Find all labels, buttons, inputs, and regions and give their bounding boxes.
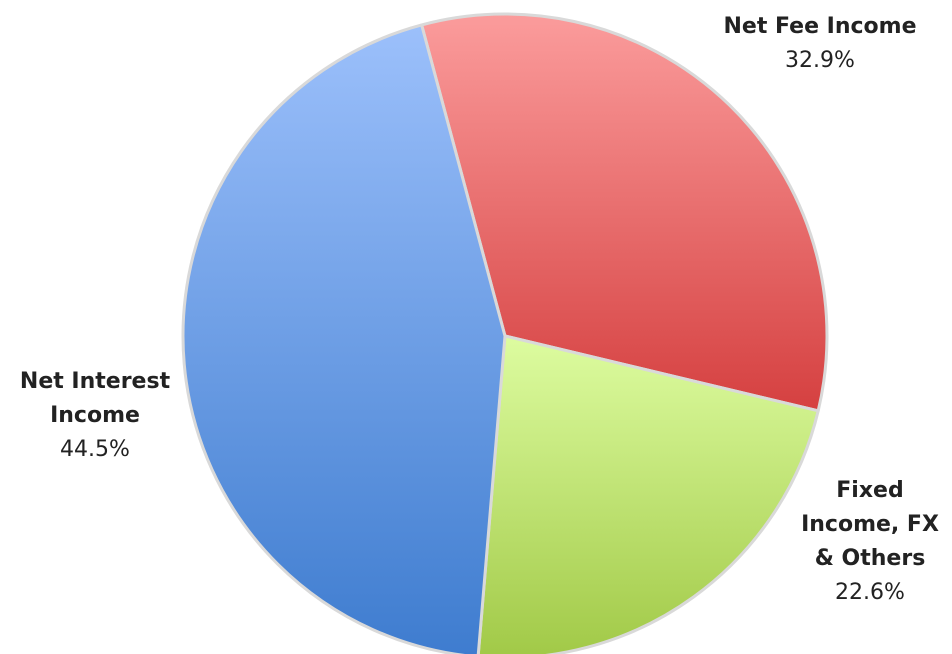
label-fixed-income: Fixed Income, FX & Others 22.6% (795, 474, 945, 610)
slice-label-net-fee-income: Net Fee Income (723, 14, 917, 39)
slice-label-fixed-line2: Income, FX (801, 512, 939, 537)
slice-label-net-interest-line2: Income (50, 403, 140, 428)
slice-value-net-fee-income: 32.9% (785, 48, 855, 73)
slice-value-net-interest-income: 44.5% (60, 437, 130, 462)
pie-slice-fixed-income-fx-others (476, 334, 820, 654)
slice-label-fixed-line3: & Others (814, 546, 926, 571)
pie-slice-net-fee-income (420, 12, 829, 413)
pie-slice-net-interest-income (181, 23, 507, 654)
slice-label-fixed-line1: Fixed (836, 478, 904, 503)
slice-value-fixed-income: 22.6% (835, 580, 905, 605)
label-net-interest-income: Net Interest Income 44.5% (5, 365, 185, 467)
label-net-fee-income: Net Fee Income 32.9% (700, 10, 940, 78)
slice-label-net-interest-line1: Net Interest (19, 369, 171, 394)
